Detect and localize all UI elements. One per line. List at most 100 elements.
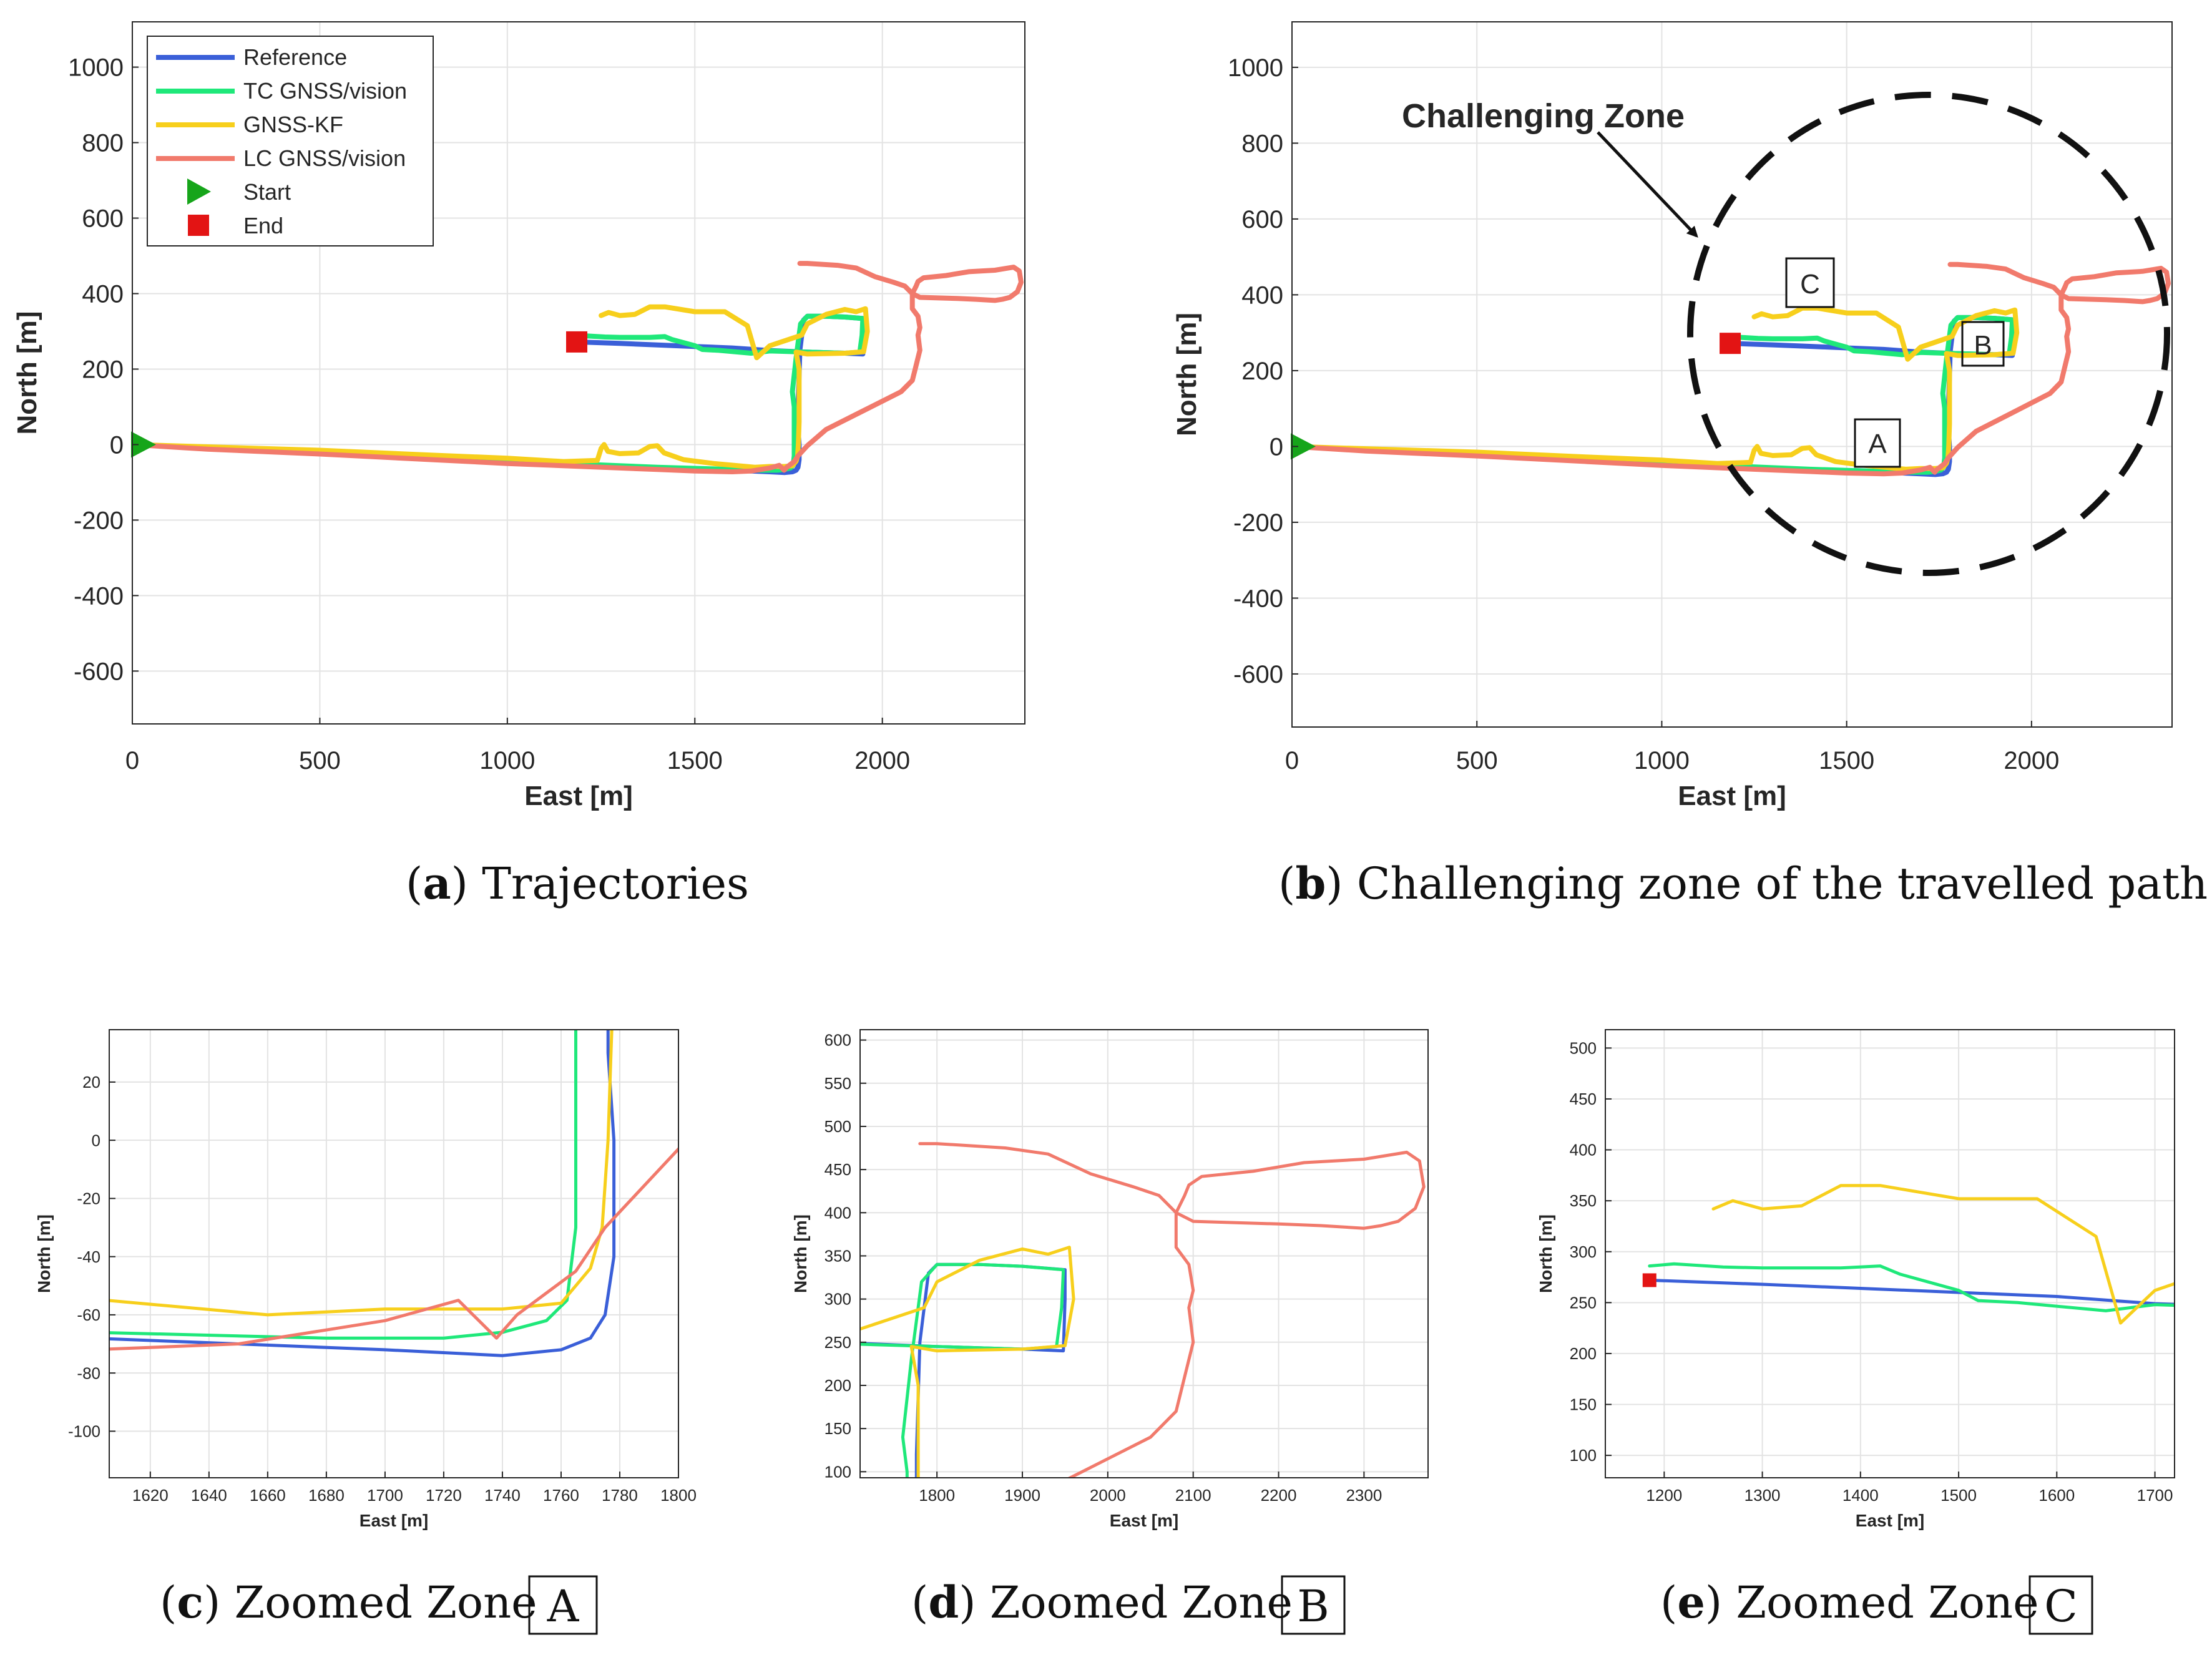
caption-b-letter: b [1295, 857, 1326, 909]
caption-c-box [528, 1575, 598, 1635]
plot-area [109, 1030, 678, 1478]
caption-b-body: Challenging zone of the travelled path [1357, 858, 2208, 909]
y-tick-label: 450 [825, 1160, 851, 1179]
series-group [1292, 261, 2171, 477]
y-tick-label: 250 [1570, 1293, 1597, 1312]
y-tick-label: 450 [1570, 1090, 1597, 1108]
panel-c-zoomed-zone-a: 1620 1640 1660 1680 1700 1720 1740 1760 1780 1800… [34, 1029, 697, 1530]
x-tick-label: 1800 [660, 1486, 697, 1505]
caption-e-text: (e) Zoomed Zone [1660, 1576, 2039, 1628]
x-tick-label: 0 [125, 747, 139, 774]
y-tick-label: -60 [77, 1306, 100, 1324]
x-tick-label: 1500 [1819, 747, 1874, 774]
x-tick-label: 1500 [667, 747, 723, 774]
panel-e-zoomed-zone-c: 1200 1300 1400 1500 1600 1700 100 150 200 250 300 3… [1536, 1029, 2175, 1530]
caption-d-body: Zoomed Zone [990, 1577, 1293, 1628]
y-tick-label: 0 [1270, 433, 1283, 461]
y-tick-label: 300 [825, 1290, 851, 1309]
y-tick-label: 0 [110, 431, 124, 459]
caption-d-letter: d [928, 1576, 959, 1628]
y-tick-label: 600 [82, 205, 124, 233]
y-tick-label: 400 [1570, 1141, 1597, 1159]
x-axis-label: East [m] [1110, 1511, 1178, 1530]
x-tick-label: 1780 [602, 1486, 638, 1505]
x-tick-label: 2000 [1090, 1486, 1126, 1505]
y-tick-label: 200 [82, 356, 124, 383]
y-tick-label: -20 [77, 1189, 100, 1208]
axes-frame [1291, 21, 2173, 728]
y-axis-label: North [m] [1172, 313, 1202, 436]
caption-d-box-letter: B [1297, 1581, 1329, 1632]
x-axis-label: East [m] [1678, 781, 1786, 811]
y-tick-label: -100 [68, 1422, 100, 1441]
y-tick-label: 1000 [1228, 54, 1283, 82]
axes-frame [132, 21, 1025, 725]
series-line-tc [860, 1262, 1065, 1478]
x-tick-label: 1000 [479, 747, 535, 774]
end-marker [1720, 333, 1741, 354]
x-tick-label: 1720 [426, 1486, 462, 1505]
legend-label-start: Start [243, 179, 291, 205]
y-tick-label: 350 [1570, 1191, 1597, 1210]
x-axis-label: East [m] [360, 1511, 428, 1530]
series-line-lc [1292, 261, 2171, 477]
caption-d-text: (d) Zoomed Zone [911, 1576, 1293, 1628]
x-tick-label: 500 [1456, 747, 1498, 774]
series-line-lc [132, 261, 1024, 474]
x-tick-label: 1900 [1004, 1486, 1040, 1505]
y-tick-label: 300 [1570, 1242, 1597, 1261]
plot-area [860, 1030, 1428, 1478]
y-axis-label: North [m] [34, 1214, 54, 1293]
y-tick-label: -200 [74, 507, 124, 534]
series-line-gnss [1711, 1184, 2175, 1325]
caption-c-letter: c [177, 1576, 203, 1628]
start-marker [131, 431, 156, 458]
y-axis-label: North [m] [12, 311, 42, 435]
y-tick-label: 0 [92, 1131, 100, 1150]
caption-d-box [1281, 1575, 1346, 1635]
legend-item-gnss: GNSS-KF [156, 112, 343, 137]
x-tick-label: 1740 [484, 1486, 521, 1505]
y-tick-label: -400 [74, 582, 124, 610]
start-marker [1291, 433, 1316, 460]
caption-c: (c) Zoomed Zone A [160, 1575, 598, 1635]
y-tick-label: 600 [1241, 206, 1283, 233]
y-tick-label: -40 [77, 1247, 100, 1266]
x-tick-label: 2000 [2004, 747, 2059, 774]
y-tick-label: 200 [1241, 358, 1283, 385]
legend-label-lc: LC GNSS/vision [243, 145, 406, 171]
y-tick-label: 20 [82, 1073, 100, 1091]
caption-c-box-letter: A [547, 1581, 580, 1632]
caption-e: (e) Zoomed Zone C [1660, 1575, 2093, 1635]
caption-e-body: Zoomed Zone [1736, 1577, 2038, 1628]
y-tick-label: 500 [1570, 1038, 1597, 1057]
challenging-zone-ellipse [1687, 92, 2170, 576]
y-tick-label: 200 [825, 1376, 851, 1395]
series-group [109, 1030, 678, 1357]
legend-end-marker [188, 215, 209, 236]
zone-b-label: B [1974, 330, 1992, 361]
y-tick-label: -600 [1233, 661, 1283, 688]
legend-item-start: Start [187, 178, 291, 205]
caption-b: (b) Challenging zone of the travelled pa… [1278, 857, 2208, 909]
x-tick-label: 1660 [250, 1486, 286, 1505]
x-axis-label: East [m] [524, 781, 633, 811]
zone-b-box: B [1961, 321, 2005, 367]
y-tick-label: 150 [825, 1419, 851, 1438]
zone-a-label: A [1868, 429, 1887, 459]
challenging-zone-arrow [1597, 131, 1698, 238]
x-tick-label: 1800 [919, 1486, 955, 1505]
zone-c-label: C [1800, 269, 1820, 300]
y-tick-label: 250 [825, 1333, 851, 1352]
y-tick-label: 200 [1570, 1344, 1597, 1363]
x-tick-label: 1700 [367, 1486, 403, 1505]
axes-frame [1605, 1029, 2175, 1478]
series-line-gnss [1292, 305, 2020, 472]
x-tick-label: 2200 [1261, 1486, 1297, 1505]
legend-label-tc: TC GNSS/vision [243, 78, 407, 104]
axes-frame [109, 1029, 679, 1478]
x-tick-label: 1620 [132, 1486, 169, 1505]
y-tick-label: -80 [77, 1364, 100, 1382]
caption-e-box-letter: C [2044, 1581, 2078, 1632]
series-line-gnss [132, 304, 870, 470]
